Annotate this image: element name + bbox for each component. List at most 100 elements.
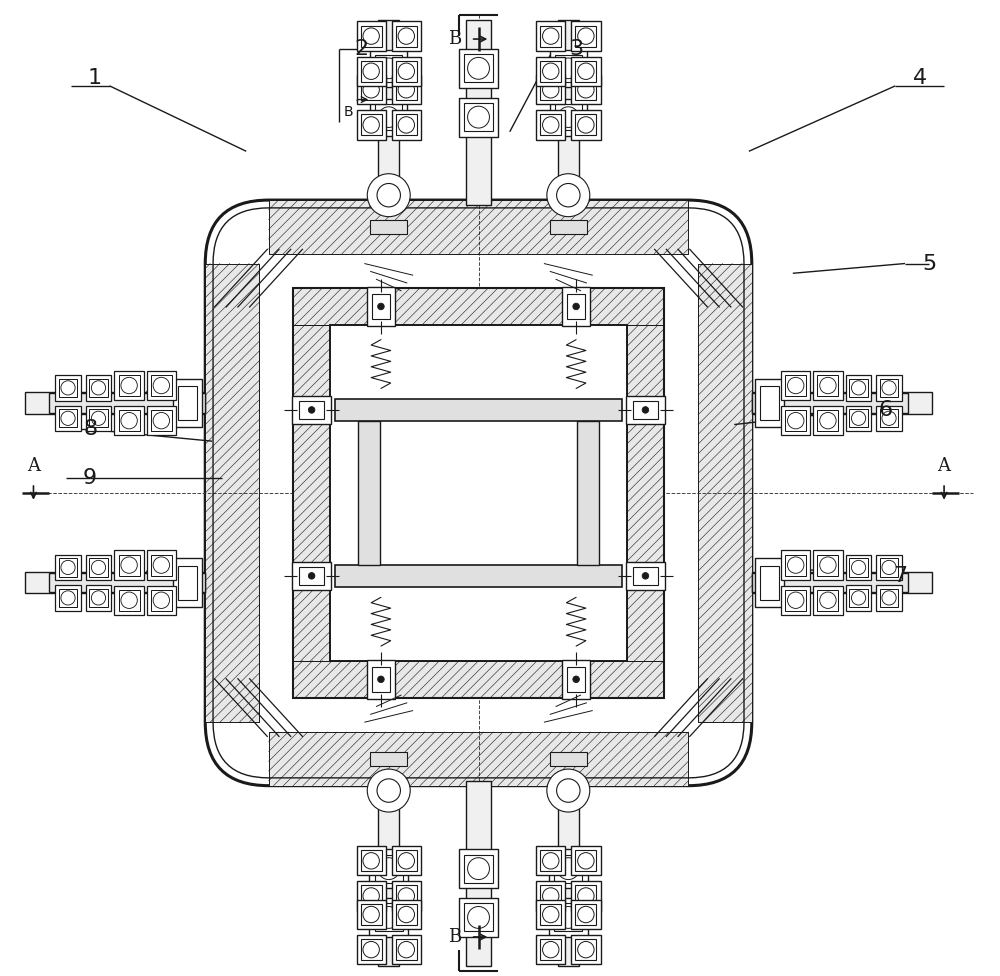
Bar	[459, 98, 498, 137]
Bar	[571, 900, 601, 929]
Bar	[299, 567, 324, 585]
Bar	[567, 667, 585, 692]
Text: B: B	[448, 928, 462, 946]
Circle shape	[367, 174, 410, 217]
Bar	[536, 846, 565, 875]
Bar	[540, 79, 561, 101]
Bar	[89, 409, 108, 427]
Bar	[151, 554, 172, 576]
Circle shape	[308, 407, 315, 413]
Text: 8: 8	[83, 420, 97, 439]
Bar	[785, 375, 806, 396]
Bar	[396, 885, 417, 907]
Bar	[876, 375, 902, 400]
Bar	[330, 325, 627, 661]
Bar	[752, 393, 908, 413]
Bar	[464, 55, 493, 82]
Bar	[459, 849, 498, 888]
Bar	[178, 566, 197, 599]
Bar	[558, 20, 579, 205]
Bar	[114, 586, 144, 615]
Bar	[396, 61, 417, 82]
Circle shape	[573, 676, 579, 682]
Bar	[299, 401, 324, 419]
Bar	[392, 935, 421, 964]
Bar	[86, 554, 111, 580]
Bar	[550, 220, 587, 234]
Bar	[781, 371, 810, 400]
Circle shape	[378, 304, 384, 309]
Bar	[293, 661, 664, 698]
Bar	[86, 375, 111, 400]
Bar	[293, 325, 330, 661]
Bar	[205, 264, 259, 722]
Bar	[59, 379, 77, 397]
Bar	[571, 57, 601, 86]
Bar	[781, 406, 810, 435]
Bar	[549, 898, 588, 937]
Bar	[575, 885, 596, 907]
Bar	[367, 660, 395, 699]
Bar	[357, 110, 386, 140]
Bar	[571, 21, 601, 51]
Bar	[849, 589, 868, 607]
Text: 6: 6	[878, 400, 893, 420]
Bar	[785, 554, 806, 576]
Bar	[549, 849, 588, 888]
Bar	[540, 885, 561, 907]
Bar	[817, 590, 838, 611]
Text: 3: 3	[569, 39, 583, 59]
Bar	[147, 586, 176, 615]
FancyBboxPatch shape	[205, 200, 752, 786]
Bar	[698, 264, 752, 722]
Bar	[396, 904, 417, 925]
Bar	[172, 563, 196, 602]
Bar	[358, 421, 380, 565]
Bar	[25, 572, 205, 593]
Bar	[555, 55, 582, 82]
Bar	[114, 406, 144, 435]
Bar	[558, 781, 579, 966]
Bar	[378, 781, 399, 966]
Bar	[464, 103, 493, 131]
Bar	[554, 904, 582, 931]
Bar	[151, 410, 172, 431]
Bar	[562, 287, 590, 326]
Bar	[817, 410, 838, 431]
Bar	[785, 410, 806, 431]
Circle shape	[378, 676, 384, 682]
Text: B: B	[448, 30, 462, 48]
Text: 1: 1	[88, 68, 102, 88]
Bar	[761, 563, 785, 602]
Bar	[849, 379, 868, 397]
Bar	[396, 850, 417, 872]
Bar	[876, 586, 902, 611]
Bar	[752, 573, 908, 592]
Bar	[147, 371, 176, 400]
Bar	[555, 103, 582, 131]
Bar	[849, 409, 868, 427]
Bar	[575, 79, 596, 101]
Bar	[357, 21, 386, 51]
Bar	[536, 900, 565, 929]
Bar	[577, 421, 599, 565]
Bar	[571, 881, 601, 911]
Bar	[86, 406, 111, 431]
Bar	[540, 939, 561, 960]
Bar	[55, 375, 81, 400]
Bar	[752, 392, 932, 414]
Bar	[536, 57, 565, 86]
Bar	[292, 396, 331, 424]
Bar	[89, 589, 108, 607]
Bar	[269, 732, 688, 786]
Bar	[293, 325, 330, 661]
Circle shape	[573, 304, 579, 309]
Bar	[633, 401, 658, 419]
Bar	[536, 935, 565, 964]
Circle shape	[367, 769, 410, 812]
Bar	[375, 855, 403, 882]
Text: 4: 4	[913, 68, 927, 88]
Bar	[375, 904, 403, 931]
Bar	[372, 667, 390, 692]
Bar	[357, 57, 386, 86]
